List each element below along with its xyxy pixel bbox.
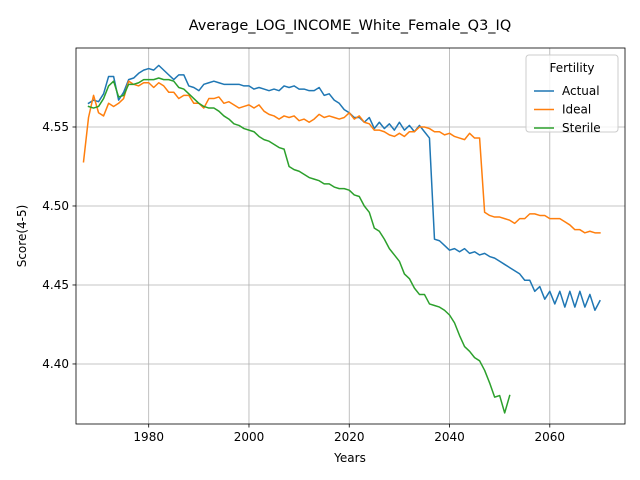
y-axis: 4.40 4.45 4.50 4.55 [42,120,76,371]
x-tick-label: 2060 [535,430,566,444]
legend-box [525,54,619,133]
x-tick-label: 1980 [133,430,164,444]
series-line-sterile [87,77,511,414]
series-layer [82,64,601,414]
legend-label-sterile: Sterile [562,121,601,135]
legend-label-actual: Actual [562,84,600,98]
chart-title: Average_LOG_INCOME_White_Female_Q3_IQ [189,18,512,34]
series-line-ideal [82,80,601,234]
y-tick-label: 4.40 [42,357,69,371]
plot-frame [75,47,626,425]
y-tick-label: 4.55 [42,120,69,134]
legend: Fertility Actual Ideal Sterile [525,54,619,135]
x-axis: 1980 2000 2020 2040 2060 [133,424,565,444]
x-tick-label: 2020 [334,430,365,444]
series-line-actual [87,64,601,311]
x-axis-title: Years [333,451,366,465]
grid [76,48,625,424]
y-tick-label: 4.45 [42,278,69,292]
y-tick-label: 4.50 [42,199,69,213]
legend-label-ideal: Ideal [562,103,591,117]
y-axis-title: Score(4-5) [15,205,29,268]
x-tick-label: 2040 [434,430,465,444]
legend-title: Fertility [549,61,594,75]
x-tick-label: 2000 [234,430,265,444]
